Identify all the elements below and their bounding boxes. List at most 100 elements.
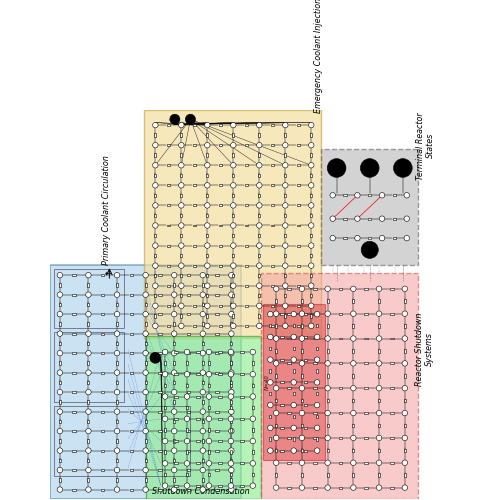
Bar — [280, 382, 284, 384]
Circle shape — [376, 311, 382, 316]
Bar — [287, 288, 291, 290]
Text: Terminal Reactor
States: Terminal Reactor States — [416, 112, 435, 180]
Bar — [180, 154, 182, 157]
Circle shape — [205, 142, 210, 148]
Bar — [206, 174, 208, 177]
Bar — [240, 462, 244, 464]
Bar — [365, 387, 368, 389]
Bar — [240, 484, 244, 486]
Circle shape — [143, 428, 148, 434]
Bar — [310, 214, 312, 217]
Bar — [352, 448, 354, 452]
Circle shape — [257, 303, 262, 308]
Bar — [129, 430, 133, 432]
Circle shape — [162, 349, 168, 354]
Circle shape — [152, 303, 158, 308]
Bar — [145, 478, 147, 482]
Bar — [187, 274, 190, 276]
Bar — [193, 264, 196, 266]
Bar — [196, 374, 200, 375]
Bar — [218, 418, 221, 420]
Circle shape — [231, 202, 236, 208]
Bar — [304, 427, 307, 429]
Circle shape — [402, 360, 408, 366]
Circle shape — [206, 483, 212, 488]
FancyBboxPatch shape — [261, 273, 418, 500]
Bar — [206, 134, 208, 137]
Circle shape — [299, 485, 305, 490]
Circle shape — [283, 122, 288, 128]
Bar — [164, 473, 166, 476]
Bar — [193, 284, 196, 286]
Text: ←: ← — [104, 268, 111, 278]
Bar — [193, 124, 196, 126]
Circle shape — [257, 243, 262, 248]
Bar — [167, 264, 170, 266]
Bar — [173, 322, 175, 326]
Bar — [240, 440, 244, 442]
Bar — [218, 484, 221, 486]
Bar — [232, 174, 234, 177]
Bar — [59, 458, 61, 462]
Bar — [252, 450, 254, 454]
Circle shape — [315, 402, 320, 408]
Circle shape — [402, 336, 408, 341]
Circle shape — [291, 425, 296, 430]
Circle shape — [299, 311, 305, 316]
Circle shape — [205, 323, 210, 328]
Bar — [101, 450, 104, 452]
Bar — [343, 194, 347, 196]
Bar — [215, 372, 219, 374]
Bar — [101, 410, 104, 412]
Bar — [59, 420, 61, 423]
Bar — [87, 380, 89, 384]
Bar — [275, 300, 277, 303]
Bar — [404, 324, 406, 328]
Circle shape — [309, 122, 314, 128]
Circle shape — [325, 311, 330, 316]
Circle shape — [172, 292, 177, 298]
Bar — [316, 392, 318, 396]
Circle shape — [315, 312, 320, 317]
Bar — [252, 428, 254, 432]
Circle shape — [86, 292, 91, 298]
Bar — [154, 254, 156, 258]
Circle shape — [273, 286, 279, 292]
Bar — [365, 462, 368, 464]
Bar — [180, 274, 182, 278]
Bar — [287, 362, 291, 364]
Circle shape — [283, 223, 288, 228]
Bar — [293, 324, 294, 328]
Circle shape — [250, 394, 255, 400]
Bar — [287, 486, 291, 488]
Circle shape — [114, 312, 120, 317]
Circle shape — [351, 410, 356, 416]
Circle shape — [114, 448, 120, 454]
Bar — [167, 224, 170, 226]
Circle shape — [250, 349, 255, 354]
Circle shape — [325, 336, 330, 341]
Bar — [258, 154, 260, 157]
Circle shape — [152, 162, 158, 168]
Bar — [164, 450, 166, 454]
Bar — [187, 391, 190, 393]
Circle shape — [231, 182, 236, 188]
Bar — [365, 362, 368, 364]
Circle shape — [205, 283, 210, 288]
Bar — [173, 458, 175, 462]
Bar — [252, 384, 254, 387]
Bar — [293, 369, 294, 373]
Circle shape — [162, 394, 168, 400]
Circle shape — [283, 323, 288, 328]
Circle shape — [184, 349, 190, 354]
Circle shape — [291, 334, 296, 340]
Bar — [218, 440, 221, 442]
Bar — [245, 204, 248, 206]
Bar — [169, 102, 173, 105]
Circle shape — [376, 435, 382, 440]
Bar — [270, 244, 274, 246]
Circle shape — [143, 312, 148, 317]
Bar — [59, 342, 61, 345]
Bar — [258, 134, 260, 137]
Bar — [202, 322, 204, 326]
